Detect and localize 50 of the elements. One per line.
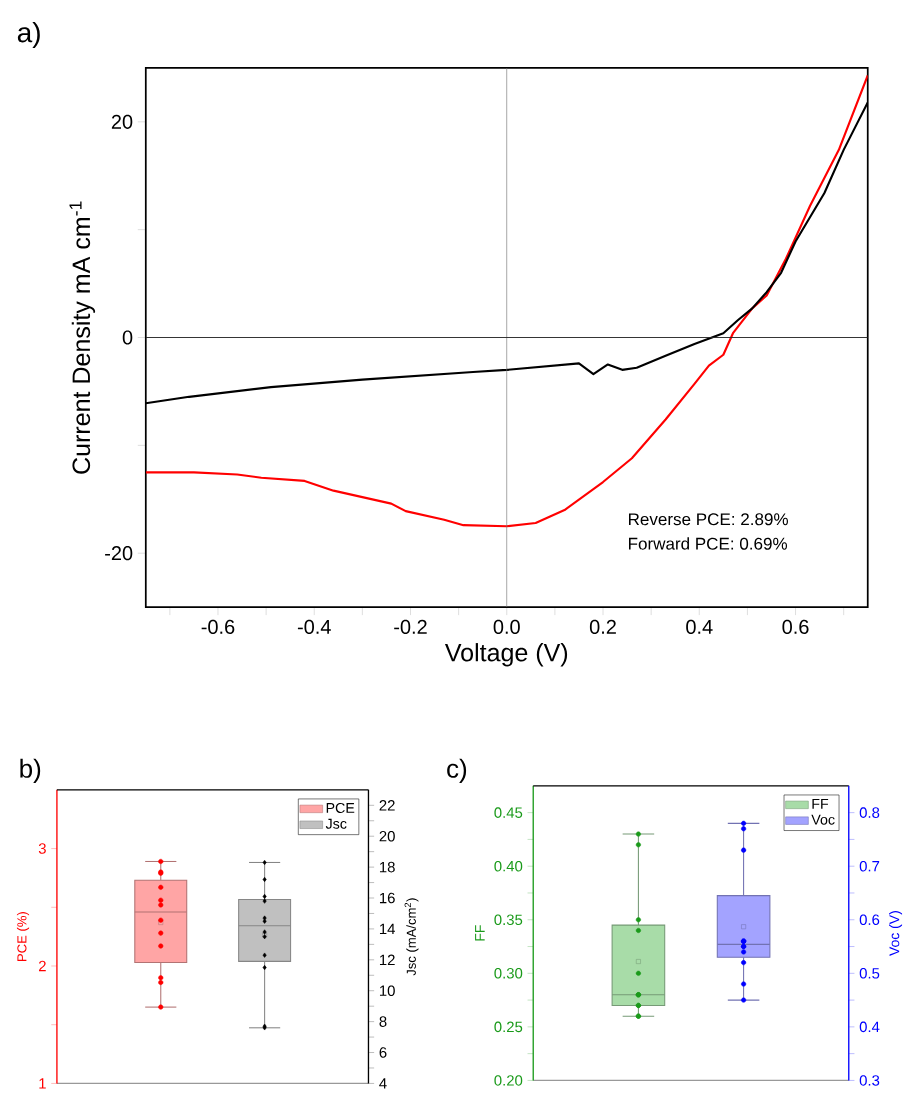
y-tick-label: 3 [38, 843, 46, 854]
y-tick-label: 0.35 [494, 914, 522, 926]
y2-tick-label: 4 [378, 1078, 387, 1089]
legend-label: FF [812, 798, 828, 809]
y2-tick-label: 0.3 [859, 1075, 879, 1086]
chart-title: a) [17, 21, 40, 48]
y-axis-title: FF [474, 925, 485, 941]
y-tick-label: 0 [122, 330, 133, 345]
y2-tick-label: 12 [379, 954, 395, 966]
legend-label: PCE [326, 802, 355, 814]
y-tick-label: 1 [39, 1078, 46, 1089]
x-tick-label: 0.6 [782, 619, 809, 634]
y2-axis-title: Jsc (mA/cm$^{2}$) [404, 898, 419, 976]
y2-tick-label: 18 [379, 861, 395, 873]
y-tick-label: 0.25 [494, 1021, 522, 1033]
x-tick-label: 0.0 [493, 619, 520, 634]
y2-axis-title: Voc (V) [888, 911, 902, 956]
x-tick-label: -0.2 [393, 619, 427, 634]
y2-tick-label: 20 [379, 830, 395, 842]
y-tick-label: 2 [38, 960, 46, 972]
x-tick-label: 0.2 [589, 619, 616, 634]
y2-tick-label: 0.4 [859, 1021, 880, 1033]
y2-tick-label: 0.7 [859, 860, 879, 872]
y2-tick-label: 22 [379, 800, 395, 811]
y-tick-label: -20 [104, 546, 133, 561]
y2-tick-label: 10 [379, 985, 395, 996]
y2-tick-label: 0.5 [859, 968, 880, 979]
y2-tick-label: 0.8 [859, 807, 879, 818]
y-tick-label: 0.45 [494, 807, 522, 818]
y-axis-title: Current Density mA cm$^{-1}$ [69, 201, 95, 474]
y-tick-label: 0.40 [494, 860, 523, 872]
y2-tick-label: 6 [379, 1047, 387, 1058]
annotation: Reverse PCE: 2.89% [628, 513, 788, 526]
x-tick-label: 0.4 [685, 619, 713, 634]
y-tick-label: 0.20 [494, 1075, 523, 1086]
y-axis-title: PCE (%) [16, 912, 29, 961]
y-tick-label: 20 [111, 114, 133, 129]
legend-label: Jsc [325, 818, 347, 829]
x-tick-label: -0.6 [201, 619, 235, 634]
y2-tick-label: 0.6 [859, 914, 879, 926]
x-tick-label: -0.4 [297, 619, 331, 634]
y2-tick-label: 16 [379, 892, 395, 904]
y2-tick-label: 14 [379, 923, 395, 935]
x-axis-title: Voltage (V) [444, 643, 567, 667]
annotation: Forward PCE: 0.69% [628, 537, 787, 550]
chart-title: c) [446, 758, 466, 783]
legend-label: Voc [811, 814, 835, 825]
y2-tick-label: 8 [379, 1016, 387, 1027]
chart-title: b) [20, 758, 40, 783]
y-tick-label: 0.30 [494, 968, 523, 979]
